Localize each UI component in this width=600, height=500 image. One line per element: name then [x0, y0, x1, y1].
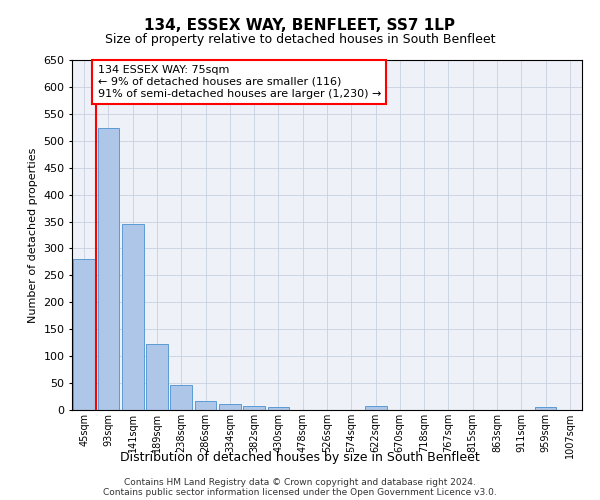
Bar	[97, 128, 119, 410]
Bar	[219, 404, 241, 410]
Bar	[194, 402, 217, 410]
Y-axis label: Number of detached properties: Number of detached properties	[28, 148, 38, 322]
Bar	[170, 384, 192, 410]
Text: Contains HM Land Registry data © Crown copyright and database right 2024.: Contains HM Land Registry data © Crown c…	[124, 478, 476, 487]
Bar	[122, 224, 143, 410]
Bar	[146, 344, 168, 410]
Text: 134, ESSEX WAY, BENFLEET, SS7 1LP: 134, ESSEX WAY, BENFLEET, SS7 1LP	[145, 18, 455, 32]
Bar	[73, 258, 95, 410]
Text: Contains public sector information licensed under the Open Government Licence v3: Contains public sector information licen…	[103, 488, 497, 497]
Bar	[268, 408, 289, 410]
Bar	[243, 406, 265, 410]
Text: 134 ESSEX WAY: 75sqm
← 9% of detached houses are smaller (116)
91% of semi-detac: 134 ESSEX WAY: 75sqm ← 9% of detached ho…	[97, 66, 381, 98]
Text: Size of property relative to detached houses in South Benfleet: Size of property relative to detached ho…	[105, 32, 495, 46]
Bar	[535, 408, 556, 410]
Bar	[365, 406, 386, 410]
Text: Distribution of detached houses by size in South Benfleet: Distribution of detached houses by size …	[120, 451, 480, 464]
